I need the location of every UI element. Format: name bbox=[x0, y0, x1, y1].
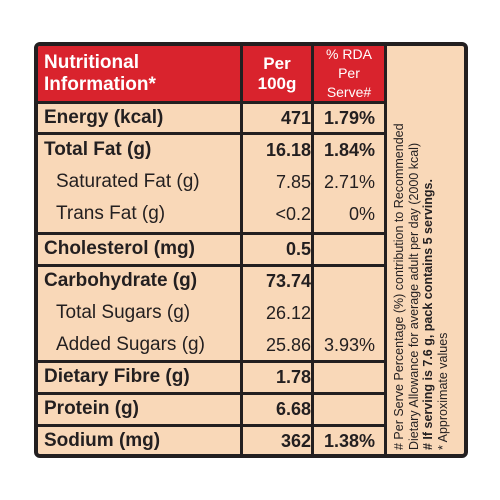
nutrient-per100g: 16.18 bbox=[265, 140, 311, 160]
nutrient-per100g: 7.85 bbox=[275, 172, 311, 192]
nutrition-facts-panel: Nutritional Information* Per 100g % RDA … bbox=[34, 42, 468, 458]
nutrient-rda: 1.79% bbox=[323, 108, 375, 128]
column-divider-3 bbox=[384, 46, 387, 454]
nutrient-per100g: 0.5 bbox=[285, 239, 311, 259]
nutrient-name: Carbohydrate (g) bbox=[44, 270, 198, 291]
row-divider bbox=[38, 424, 384, 427]
nutrient-per100g: 471 bbox=[280, 108, 311, 128]
row-divider bbox=[38, 360, 384, 363]
footnote-line3: # If serving is 7.6 g, pack contains 5 s… bbox=[421, 179, 435, 450]
header-rda-line2: Serve# bbox=[326, 84, 372, 100]
header-rda-line1: % RDA Per bbox=[326, 46, 372, 81]
row-divider bbox=[38, 232, 384, 235]
nutrient-name: Cholesterol (mg) bbox=[44, 238, 195, 259]
nutrient-name: Total Fat (g) bbox=[44, 139, 152, 160]
nutrient-name: Added Sugars (g) bbox=[56, 334, 205, 355]
nutrient-name: Energy (kcal) bbox=[44, 107, 164, 128]
footnote-panel: # Per Serve Percentage (%) contribution … bbox=[387, 46, 464, 454]
nutrient-per100g: 25.86 bbox=[265, 335, 311, 355]
nutrient-name: Saturated Fat (g) bbox=[56, 171, 200, 192]
nutrient-per100g: <0.2 bbox=[275, 204, 311, 224]
nutrient-rda: 1.38% bbox=[323, 431, 375, 451]
row-divider bbox=[38, 101, 384, 104]
nutrient-rda: 2.71% bbox=[323, 172, 375, 192]
header-per-line2: 100g bbox=[257, 73, 297, 93]
nutrient-rda: 3.93% bbox=[323, 335, 375, 355]
column-divider-1 bbox=[240, 46, 243, 454]
nutrient-name: Total Sugars (g) bbox=[56, 302, 191, 323]
footnote-line2: Dietary Allowance for average adult per … bbox=[406, 142, 421, 450]
header-per-line1: Per bbox=[263, 53, 291, 73]
column-divider-2 bbox=[311, 46, 314, 454]
nutrient-per100g: 6.68 bbox=[275, 399, 311, 419]
header-title-cell: Nutritional Information* bbox=[38, 46, 240, 101]
header-per-cell: Per 100g bbox=[243, 46, 311, 101]
nutrient-per100g: 1.78 bbox=[275, 367, 311, 387]
footnote-text: # Per Serve Percentage (%) contribution … bbox=[392, 50, 450, 450]
nutrient-name: Trans Fat (g) bbox=[56, 203, 166, 224]
nutrient-rda: 1.84% bbox=[323, 140, 375, 160]
nutrient-per100g: 362 bbox=[280, 431, 311, 451]
row-divider bbox=[38, 392, 384, 395]
nutrient-name: Sodium (mg) bbox=[44, 430, 161, 451]
footnote-line4: * Approximate values bbox=[435, 332, 450, 450]
nutrient-per100g: 73.74 bbox=[265, 271, 311, 291]
nutrient-per100g: 26.12 bbox=[265, 303, 311, 323]
row-divider bbox=[38, 132, 384, 135]
nutrient-rda: 0% bbox=[348, 204, 375, 224]
footnote-line1: # Per Serve Percentage (%) contribution … bbox=[392, 123, 406, 450]
nutrient-name: Protein (g) bbox=[44, 398, 139, 419]
header-rda-cell: % RDA Per Serve# bbox=[314, 46, 384, 101]
header-title-line2: Information* bbox=[44, 73, 156, 95]
nutrient-name: Dietary Fibre (g) bbox=[44, 366, 190, 387]
row-divider bbox=[38, 264, 384, 267]
header-title-line1: Nutritional bbox=[44, 51, 139, 73]
